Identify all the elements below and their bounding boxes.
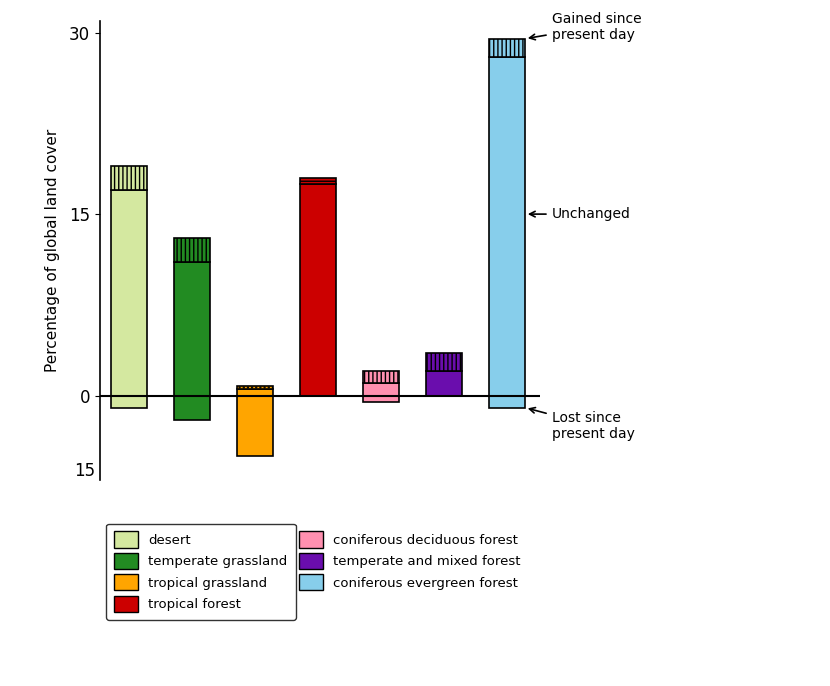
Bar [363, 371, 399, 383]
Bar [237, 390, 273, 396]
Legend: coniferous deciduous forest, temperate and mixed forest, coniferous evergreen fo: coniferous deciduous forest, temperate a… [291, 523, 529, 598]
Text: Lost since
present day: Lost since present day [530, 407, 634, 441]
Bar [110, 166, 147, 190]
Text: Unchanged: Unchanged [530, 207, 631, 221]
Bar [110, 190, 147, 396]
Bar [300, 184, 336, 396]
Bar [173, 396, 210, 420]
Bar [363, 383, 399, 396]
Text: 15: 15 [75, 462, 95, 480]
Y-axis label: Percentage of global land cover: Percentage of global land cover [46, 129, 61, 372]
Bar [173, 263, 210, 396]
Bar [300, 178, 336, 184]
Bar [489, 396, 525, 407]
Bar [363, 396, 399, 401]
Text: Gained since
present day: Gained since present day [530, 12, 642, 42]
Bar [426, 353, 462, 371]
Bar [237, 396, 273, 456]
Bar [489, 57, 525, 396]
Bar [110, 396, 147, 407]
Bar [173, 238, 210, 263]
Bar [489, 38, 525, 57]
Bar [426, 371, 462, 396]
Bar [237, 386, 273, 390]
